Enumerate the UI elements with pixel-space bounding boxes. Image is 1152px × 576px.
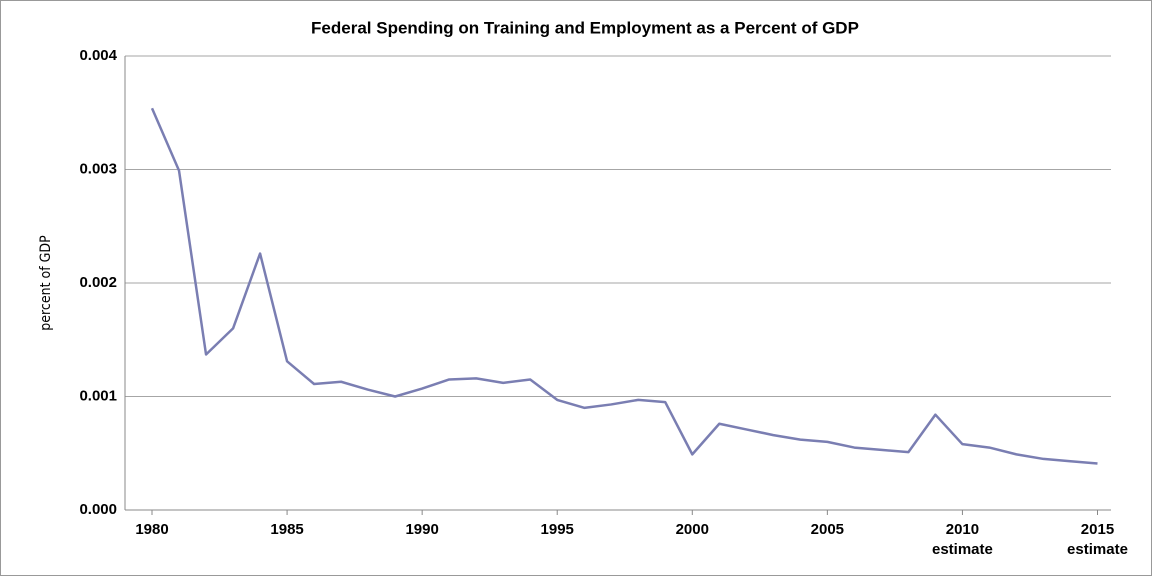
- y-tick-label: 0.000: [79, 501, 117, 518]
- x-tick-label: 2015 estimate: [1067, 521, 1128, 558]
- y-tick-label: 0.004: [79, 47, 117, 64]
- chart-title: Federal Spending on Training and Employm…: [311, 18, 859, 37]
- x-tick-label: 1980: [135, 521, 168, 538]
- data-line: [150, 107, 1098, 465]
- y-tick-label: 0.002: [79, 274, 117, 291]
- y-tick-label: 0.003: [79, 160, 117, 177]
- y-axis-label: percent of GDP: [38, 235, 54, 331]
- x-tick-label: 1995: [541, 521, 574, 538]
- y-tick-label: 0.001: [79, 387, 117, 404]
- x-tick-label: 2000: [676, 521, 709, 538]
- x-tick-label: 1990: [405, 521, 438, 538]
- x-tick-label: 2005: [811, 521, 844, 538]
- x-tick-label: 1985: [270, 521, 303, 538]
- x-tick-label: 2010 estimate: [932, 521, 993, 558]
